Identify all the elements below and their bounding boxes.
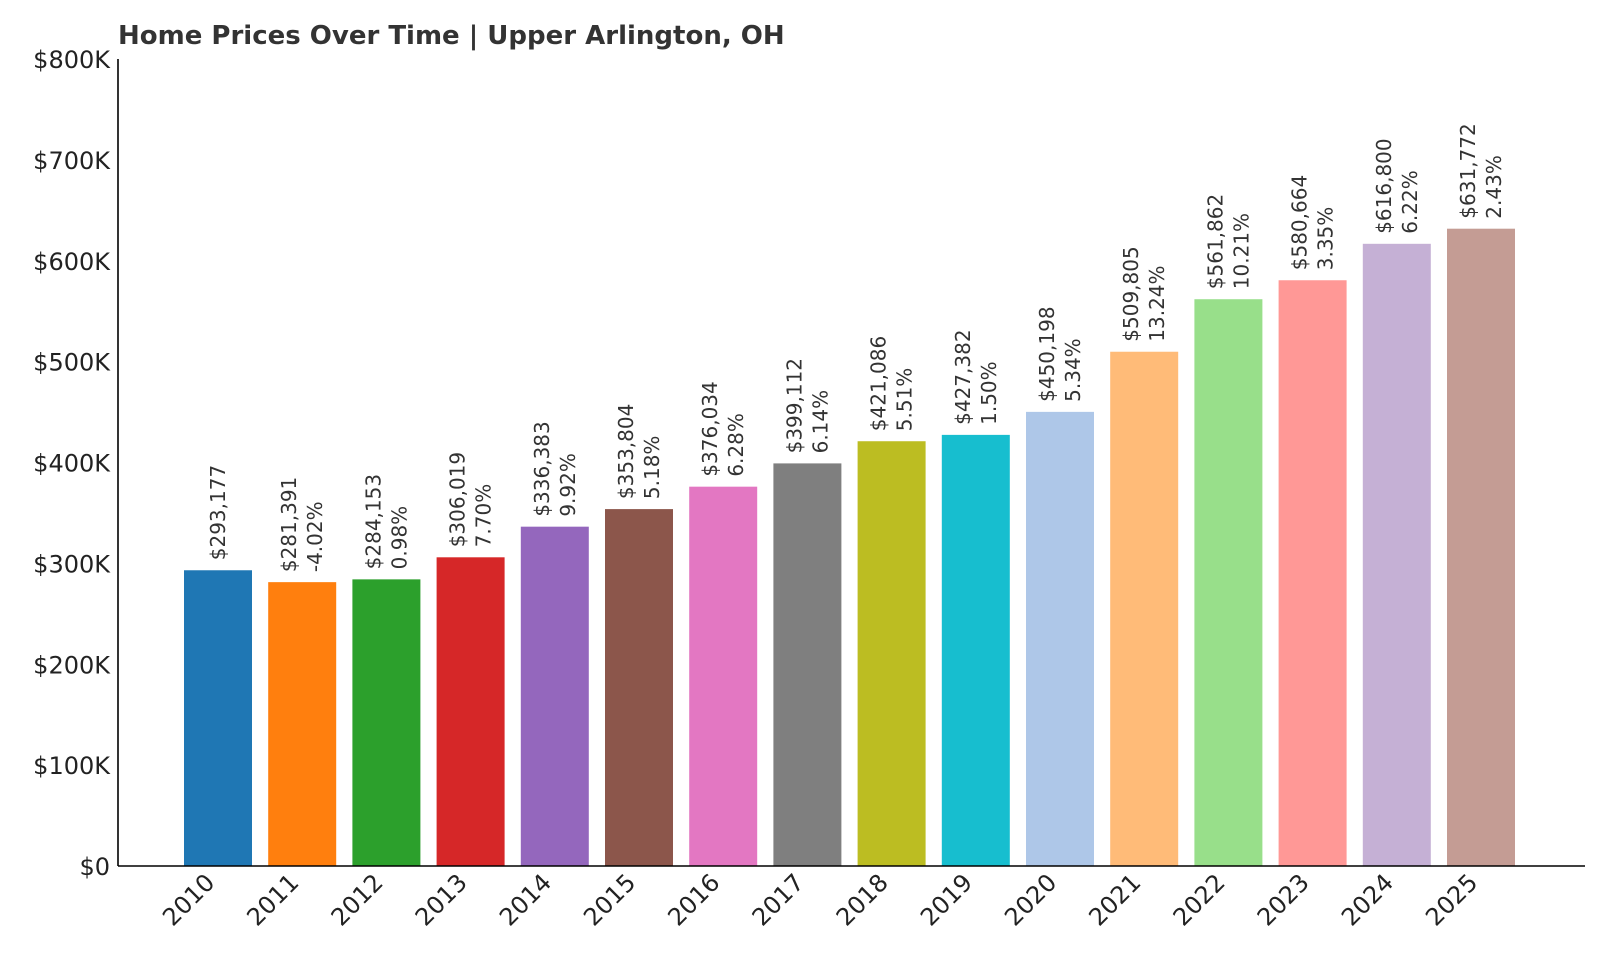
x-tick-label: 2010: [157, 868, 220, 931]
x-tick-label: 2025: [1420, 868, 1483, 931]
value-label: $631,772: [1456, 123, 1480, 218]
bar-2011: [268, 582, 337, 866]
change-label: 6.28%: [724, 413, 748, 477]
value-label: $376,034: [698, 381, 722, 476]
change-label: 3.35%: [1314, 207, 1338, 271]
data-label-group-2021: $509,805 13.24%: [1119, 246, 1169, 341]
data-label-group-2020: $450,198 5.34%: [1035, 306, 1085, 401]
change-label: 1.50%: [977, 361, 1001, 425]
value-label: $293,177: [206, 465, 230, 560]
bar-2013: [436, 557, 505, 866]
bar-2019: [941, 434, 1010, 866]
x-tick-label: 2016: [662, 868, 725, 931]
data-label-group-2017: $399,112 6.14%: [782, 358, 832, 453]
data-label-group-2018: $421,086 5.51%: [867, 336, 917, 431]
change-label: 5.18%: [640, 436, 664, 500]
value-label: $336,383: [530, 421, 554, 516]
bar-2022: [1194, 299, 1263, 867]
x-tick-label: 2017: [747, 868, 810, 931]
x-axis: 2010 2011 2012 2013 2014 2015 2016 2017 2018 2019…: [118, 865, 1585, 931]
change-label: 7.70%: [472, 484, 496, 548]
value-label: $284,153: [361, 474, 385, 569]
change-label: 5.51%: [893, 368, 917, 432]
x-tick-label: 2018: [831, 868, 894, 931]
bar-2021: [1110, 351, 1179, 866]
x-tick-label: 2021: [1083, 868, 1146, 931]
data-label-group-2012: $284,153 0.98%: [361, 474, 411, 569]
data-label-group-2014: $336,383 9.92%: [530, 421, 580, 516]
value-label: $353,804: [614, 404, 638, 499]
bars-layer: [184, 228, 1515, 867]
x-tick-label: 2022: [1168, 868, 1231, 931]
y-axis: $0 $100K $200K $300K $400K $500K $600K $700K $80…: [33, 46, 119, 881]
y-tick-label: $400K: [33, 450, 111, 478]
x-tick-label: 2015: [578, 868, 641, 931]
y-tick-label: $200K: [33, 651, 111, 679]
bar-2010: [184, 570, 252, 866]
bar-2023: [1278, 280, 1347, 866]
bar-2025: [1447, 228, 1515, 866]
change-label: 2.43%: [1482, 155, 1506, 219]
data-label-group-2015: $353,804 5.18%: [614, 404, 664, 499]
y-tick-label: $800K: [33, 46, 111, 74]
x-tick-label: 2014: [494, 868, 557, 931]
bar-2016: [689, 486, 758, 866]
x-tick-label: 2020: [999, 868, 1062, 931]
x-tick-label: 2013: [410, 868, 473, 931]
value-label: $306,019: [446, 452, 470, 547]
bar-2018: [857, 441, 926, 866]
change-label: 10.21%: [1229, 213, 1253, 289]
bar-2015: [605, 509, 673, 866]
x-tick-label: 2012: [326, 868, 389, 931]
change-label: -4.02%: [303, 501, 327, 572]
value-label: $616,800: [1372, 138, 1396, 233]
change-label: 6.22%: [1398, 170, 1422, 234]
value-label: $450,198: [1035, 306, 1059, 401]
y-tick-label: $300K: [33, 550, 111, 578]
data-label-group-2024: $616,800 6.22%: [1372, 138, 1422, 233]
x-tick-label: 2023: [1252, 868, 1315, 931]
data-label-group-2010: $293,177: [206, 465, 230, 560]
chart-title: Home Prices Over Time | Upper Arlington,…: [118, 21, 785, 51]
bar-2024: [1362, 243, 1431, 867]
value-label: $427,382: [951, 329, 975, 424]
value-label: $509,805: [1119, 246, 1143, 341]
y-tick-label: $100K: [33, 752, 111, 780]
data-label-group-2019: $427,382 1.50%: [951, 329, 1001, 424]
data-label-group-2025: $631,772 2.43%: [1456, 123, 1506, 218]
data-label-group-2011: $281,391 -4.02%: [277, 477, 327, 572]
change-label: 6.14%: [808, 390, 832, 454]
x-tick-label: 2024: [1336, 868, 1399, 931]
bar-2017: [773, 463, 842, 866]
value-label: $421,086: [867, 336, 891, 431]
bar-2012: [352, 579, 421, 866]
value-label: $580,664: [1288, 175, 1312, 270]
bar-2020: [1026, 411, 1094, 866]
change-label: 9.92%: [556, 453, 580, 517]
y-tick-label: $600K: [33, 248, 111, 276]
value-label: $561,862: [1203, 194, 1227, 289]
value-label: $281,391: [277, 477, 301, 572]
y-tick-label: $0: [79, 853, 110, 881]
change-label: 0.98%: [387, 506, 411, 570]
change-label: 13.24%: [1145, 265, 1169, 341]
y-tick-label: $500K: [33, 349, 111, 377]
bar-2014: [520, 526, 589, 866]
x-tick-label: 2019: [915, 868, 978, 931]
data-label-group-2016: $376,034 6.28%: [698, 381, 748, 476]
value-label: $399,112: [782, 358, 806, 453]
data-labels-layer: $293,177 $281,391 -4.02% $284,153 0.98% $306,…: [206, 123, 1506, 572]
y-tick-label: $700K: [33, 147, 111, 175]
data-label-group-2022: $561,862 10.21%: [1203, 194, 1253, 289]
change-label: 5.34%: [1061, 338, 1085, 402]
x-tick-label: 2011: [241, 868, 304, 931]
data-label-group-2023: $580,664 3.35%: [1288, 175, 1338, 270]
data-label-group-2013: $306,019 7.70%: [446, 452, 496, 547]
